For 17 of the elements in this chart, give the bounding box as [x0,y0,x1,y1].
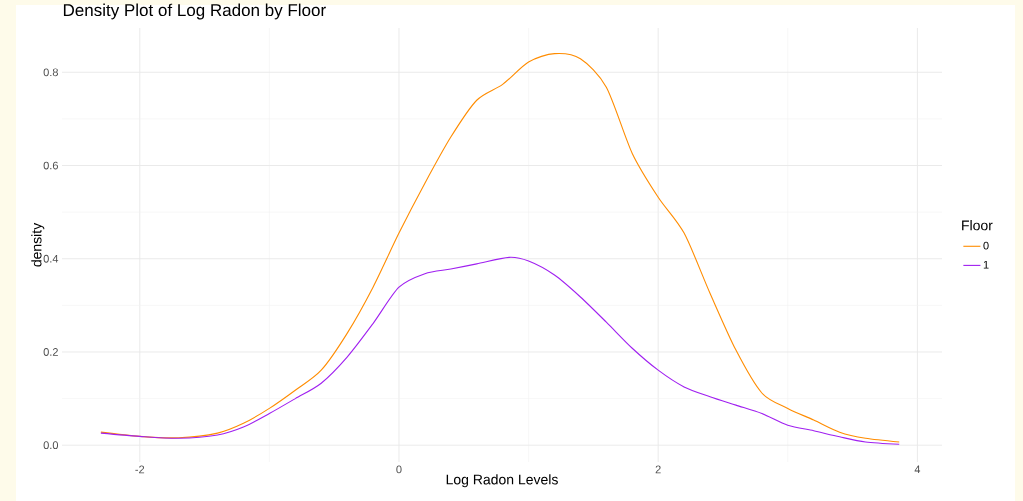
y-tick-label: 0.0 [43,441,59,450]
legend-label: 1 [983,260,989,269]
legend-label: 0 [983,241,989,250]
x-tick-label: 2 [655,465,661,474]
x-axis-title: Log Radon Levels [446,474,558,488]
x-tick-label: -2 [135,465,145,474]
legend-title: Floor [962,220,993,231]
chart-title: Density Plot of Log Radon by Floor [63,3,326,20]
x-tick-label: 0 [396,465,402,474]
y-tick-label: 0.2 [43,348,58,356]
x-tick-label: 4 [914,465,921,474]
y-tick-label: 0.4 [43,254,59,263]
line-series [100,256,900,445]
y-tick-label: 0.8 [43,68,58,77]
y-tick-label: 0.6 [43,161,58,170]
y-axis-title: density [31,222,45,267]
line-series [100,53,900,443]
